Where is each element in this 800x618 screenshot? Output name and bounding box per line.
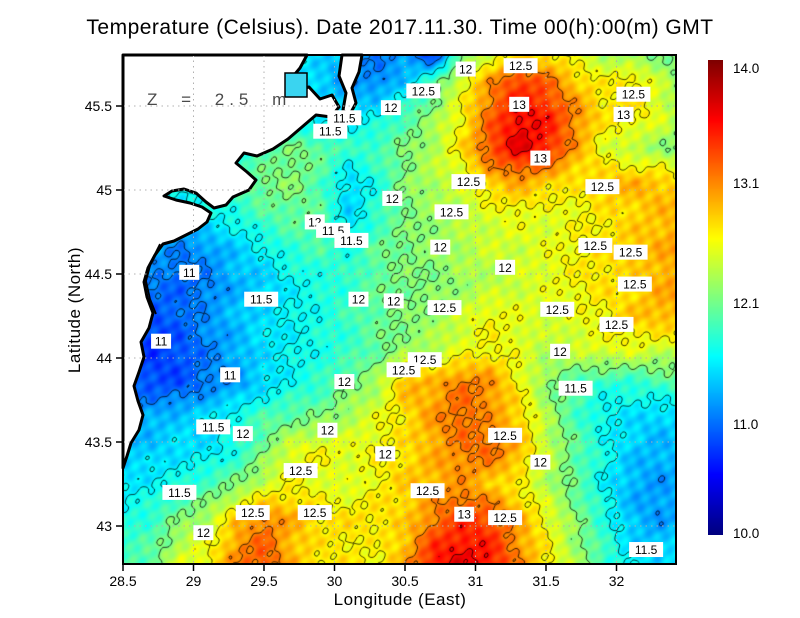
colorbar-labels: 14.0 13.1 12.1 11.0 10.0 (733, 61, 759, 541)
y-tick-label: 45 (96, 182, 112, 198)
colorbar-tick-label: 13.1 (733, 176, 759, 191)
y-tick-label: 45.5 (85, 98, 112, 114)
x-tick-label: 30 (327, 573, 343, 589)
colorbar-tick-label: 10.0 (733, 526, 759, 541)
plot-title: Temperature (Celsius). Date 2017.11.30. … (86, 16, 714, 39)
x-tick-label: 28.5 (109, 573, 136, 589)
y-tick-label: 43 (96, 518, 112, 534)
colorbar-tick-label: 14.0 (733, 61, 759, 76)
y-tick-label: 44 (96, 350, 112, 366)
x-axis-label: Longitude (East) (334, 590, 467, 609)
x-tick-label: 31 (468, 573, 484, 589)
x-tick-label: 31.5 (532, 573, 559, 589)
y-tick-label: 43.5 (85, 434, 112, 450)
x-tick-label: 30.5 (391, 573, 418, 589)
y-tick-label: 44.5 (85, 266, 112, 282)
colorbar-tick-label: 11.0 (733, 417, 758, 432)
x-tick-label: 29.5 (250, 573, 277, 589)
x-tick-label: 32 (609, 573, 625, 589)
y-axis-label: Latitude (North) (65, 247, 84, 373)
x-tick-label: 29 (186, 573, 202, 589)
temperature-field-canvas (123, 55, 676, 564)
colorbar-tick-label: 12.1 (733, 296, 759, 311)
colorbar-gradient (708, 60, 723, 535)
